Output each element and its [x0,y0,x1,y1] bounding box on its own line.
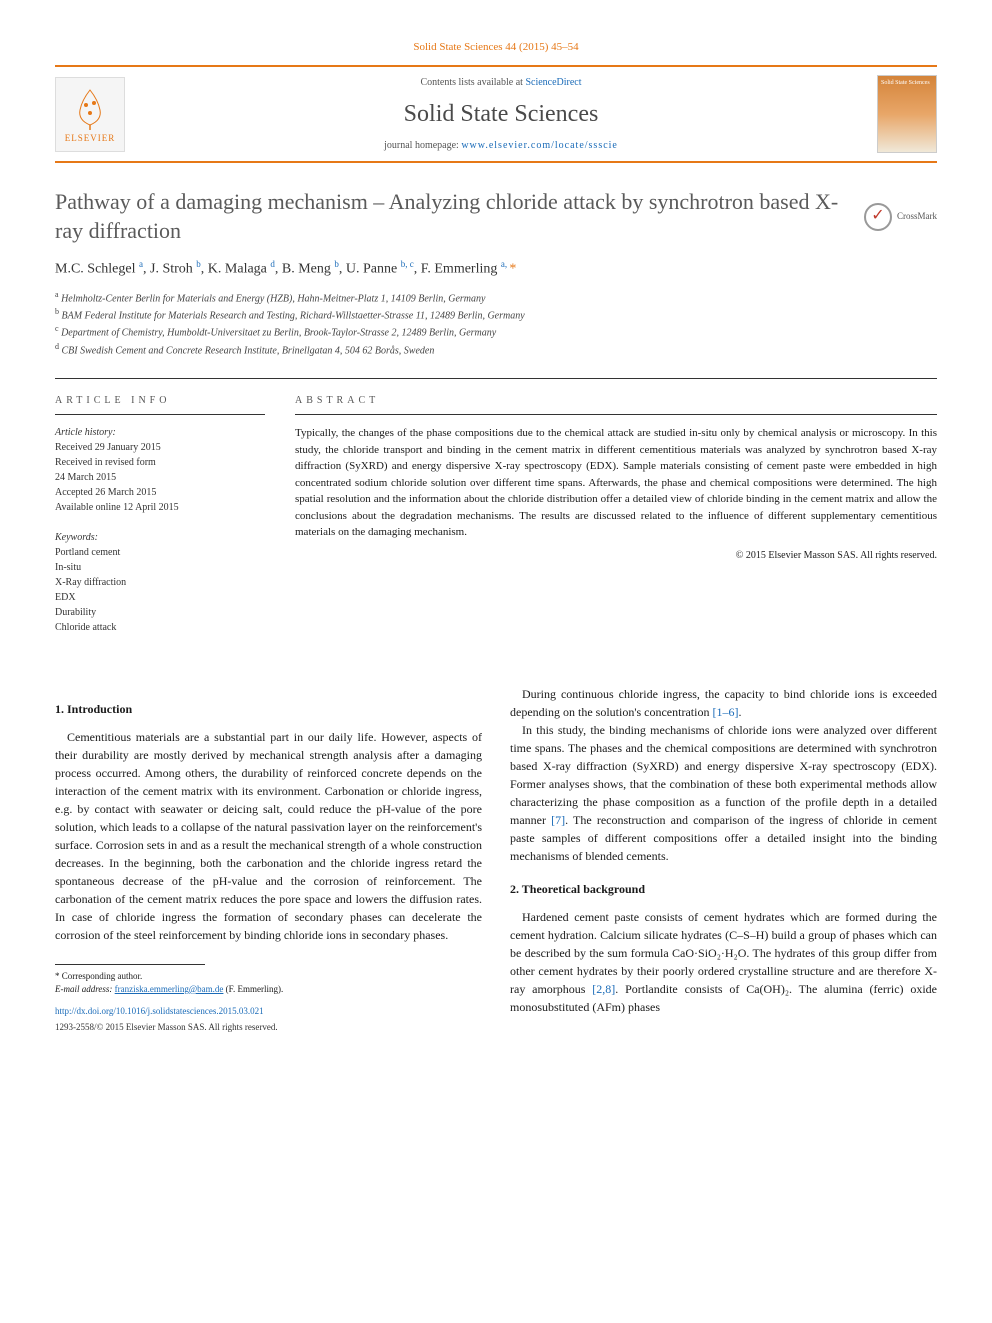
keywords-block: Keywords: Portland cementIn-situX-Ray di… [55,530,265,635]
affiliation-line: c Department of Chemistry, Humboldt-Univ… [55,323,937,340]
abstract-heading: ABSTRACT [295,394,937,415]
history-line: 24 March 2015 [55,470,265,485]
contents-list-line: Contents lists available at ScienceDirec… [125,76,877,90]
abstract-copyright: © 2015 Elsevier Masson SAS. All rights r… [295,549,937,563]
homepage-link[interactable]: www.elsevier.com/locate/ssscie [461,140,618,151]
history-label: Article history: [55,425,265,440]
header-banner: ELSEVIER Contents lists available at Sci… [55,65,937,163]
corresponding-author: * Corresponding author. E-mail address: … [55,970,482,995]
reference-link-7[interactable]: [7] [551,813,565,827]
crossmark-icon: ✓ [864,203,892,231]
intro-p2-suffix: . [738,705,741,719]
keyword-line: In-situ [55,560,265,575]
history-line: Received 29 January 2015 [55,440,265,455]
info-abstract-row: ARTICLE INFO Article history: Received 2… [55,378,937,650]
sciencedirect-link[interactable]: ScienceDirect [525,77,581,88]
crossmark-badge[interactable]: ✓ CrossMark [864,203,937,231]
article-info-column: ARTICLE INFO Article history: Received 2… [55,394,265,650]
keywords-label: Keywords: [55,530,265,545]
corresponding-email[interactable]: franziska.emmerling@bam.de [115,984,224,994]
right-column: During continuous chloride ingress, the … [510,685,937,1034]
affiliation-line: a Helmholtz-Center Berlin for Materials … [55,289,937,306]
crossmark-label: CrossMark [897,210,937,223]
abstract-text: Typically, the changes of the phase comp… [295,425,937,541]
affiliation-line: d CBI Swedish Cement and Concrete Resear… [55,341,937,358]
author-list: M.C. Schlegel a, J. Stroh b, K. Malaga d… [55,258,937,279]
footer-copyright: 1293-2558/© 2015 Elsevier Masson SAS. Al… [55,1021,482,1035]
doi-link[interactable]: http://dx.doi.org/10.1016/j.solidstatesc… [55,1005,482,1019]
elsevier-logo[interactable]: ELSEVIER [55,77,125,152]
intro-p3-suffix: . The reconstruction and comparison of t… [510,813,937,863]
elsevier-label: ELSEVIER [65,132,116,145]
abstract-column: ABSTRACT Typically, the changes of the p… [295,394,937,650]
citation-line: Solid State Sciences 44 (2015) 45–54 [55,40,937,55]
keyword-line: EDX [55,590,265,605]
footer-divider [55,964,205,965]
keyword-line: Portland cement [55,545,265,560]
corr-label: * Corresponding author. [55,970,482,983]
article-info-heading: ARTICLE INFO [55,394,265,415]
contents-prefix: Contents lists available at [420,77,525,88]
intro-paragraph-2: During continuous chloride ingress, the … [510,685,937,721]
intro-heading: 1. Introduction [55,700,482,718]
reference-link-2-8[interactable]: [2,8] [592,982,615,996]
keyword-line: Durability [55,605,265,620]
left-column: 1. Introduction Cementitious materials a… [55,685,482,1034]
reference-link-1-6[interactable]: [1–6] [712,705,738,719]
keyword-line: Chloride attack [55,620,265,635]
journal-name: Solid State Sciences [125,98,877,132]
affiliations: a Helmholtz-Center Berlin for Materials … [55,289,937,358]
article-history-block: Article history: Received 29 January 201… [55,425,265,515]
body-columns: 1. Introduction Cementitious materials a… [55,685,937,1034]
intro-p3-prefix: In this study, the binding mechanisms of… [510,723,937,827]
homepage-prefix: journal homepage: [384,140,461,151]
email-label: E-mail address: [55,984,115,994]
article-title: Pathway of a damaging mechanism – Analyz… [55,188,937,245]
history-line: Available online 12 April 2015 [55,500,265,515]
keyword-line: X-Ray diffraction [55,575,265,590]
intro-paragraph-1: Cementitious materials are a substantial… [55,728,482,944]
journal-cover-thumbnail[interactable]: Solid State Sciences [877,75,937,153]
history-line: Accepted 26 March 2015 [55,485,265,500]
affiliation-line: b BAM Federal Institute for Materials Re… [55,306,937,323]
homepage-line: journal homepage: www.elsevier.com/locat… [125,139,877,153]
intro-paragraph-3: In this study, the binding mechanisms of… [510,721,937,865]
theory-paragraph-1: Hardened cement paste consists of cement… [510,908,937,1016]
email-suffix: (F. Emmerling). [223,984,283,994]
header-center: Contents lists available at ScienceDirec… [125,76,877,154]
elsevier-tree-icon [70,85,110,130]
history-line: Received in revised form [55,455,265,470]
cover-title: Solid State Sciences [878,76,936,90]
theory-heading: 2. Theoretical background [510,880,937,898]
